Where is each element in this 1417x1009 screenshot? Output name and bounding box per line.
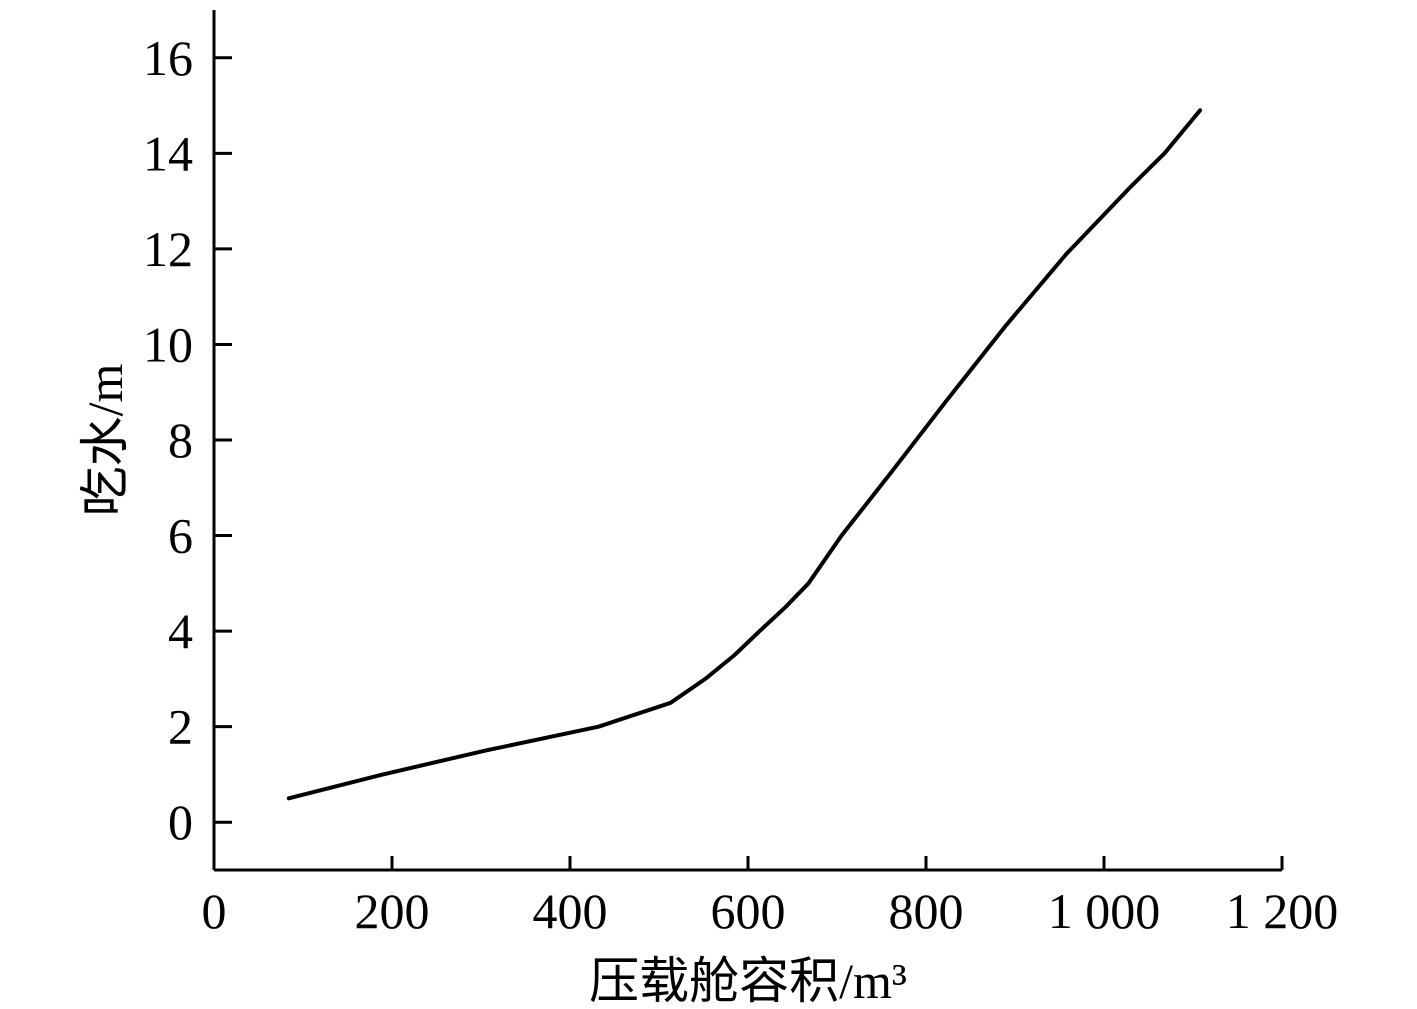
y-tick-label: 14 (143, 125, 193, 181)
x-tick-label: 800 (889, 883, 964, 939)
x-axis-label: 压载舱容积/m³ (589, 953, 907, 1004)
x-tick-label: 200 (355, 883, 430, 939)
y-tick-label: 12 (143, 221, 193, 277)
y-tick-label: 4 (168, 603, 193, 659)
y-tick-label: 0 (168, 794, 193, 850)
x-tick-label: 400 (533, 883, 608, 939)
x-tick-label: 600 (711, 883, 786, 939)
y-tick-label: 8 (168, 412, 193, 468)
y-tick-label: 10 (143, 316, 193, 372)
series-line (286, 108, 1203, 801)
y-tick-label: 6 (168, 508, 193, 564)
x-tick-label: 0 (202, 883, 227, 939)
axes (212, 10, 1282, 872)
y-tick-label: 16 (143, 30, 193, 86)
x-tick-label: 1 200 (1226, 883, 1339, 939)
y-axis-label: 吃水/m (77, 364, 133, 517)
x-tick-label: 1 000 (1048, 883, 1161, 939)
ticks: 0 200 400 600 800 1 000 1 200 0 2 4 6 8 10 12 14 16 (143, 30, 1338, 939)
y-tick-label: 2 (168, 699, 193, 755)
series (286, 108, 1203, 801)
